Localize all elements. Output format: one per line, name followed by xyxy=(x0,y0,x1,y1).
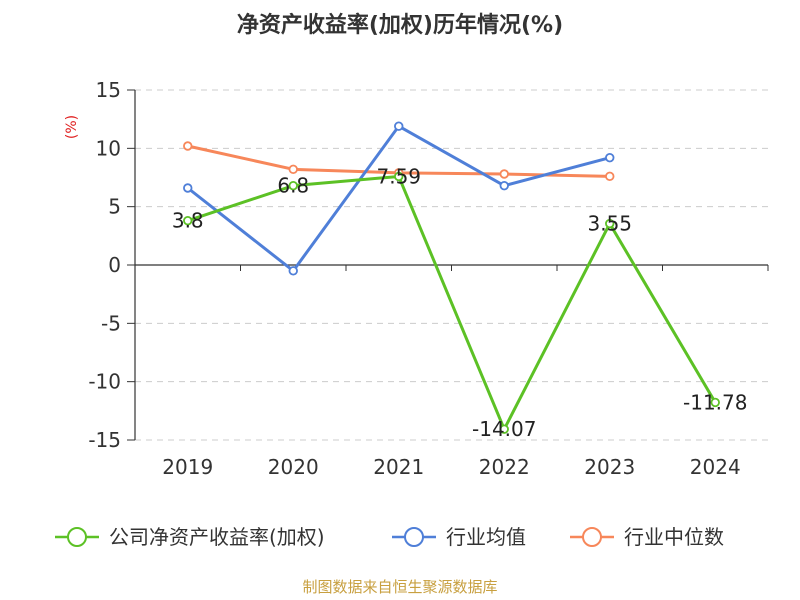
legend-label: 行业中位数 xyxy=(624,525,724,549)
data-point[interactable] xyxy=(499,180,509,191)
data-label: -14.07 xyxy=(472,417,536,441)
y-tick-label: -5 xyxy=(101,311,121,335)
data-label: 6.8 xyxy=(277,174,309,198)
data-point[interactable] xyxy=(183,215,193,226)
data-point[interactable] xyxy=(499,169,509,179)
y-tick-label: 0 xyxy=(108,253,121,277)
legend-label: 公司净资产收益率(加权) xyxy=(109,525,325,549)
series-line xyxy=(187,174,717,431)
y-axis-unit-label: (%) xyxy=(64,115,80,139)
data-point[interactable] xyxy=(288,180,298,191)
data-point[interactable] xyxy=(394,121,404,131)
axes: 15 10 5 0 -5 -10 -15 2019 2020 2021 2022 2023 2024 xyxy=(88,78,769,479)
data-point[interactable] xyxy=(288,164,298,175)
chart-title: 净资产收益率(加权)历年情况(%) xyxy=(237,12,563,38)
legend-label: 行业均值 xyxy=(446,525,526,549)
data-point[interactable] xyxy=(288,266,298,276)
data-point[interactable] xyxy=(183,183,193,193)
data-label: -11.78 xyxy=(683,390,747,414)
x-tick-label: 2024 xyxy=(690,455,741,479)
data-label: 3.8 xyxy=(172,209,204,233)
data-label: 7.59 xyxy=(376,164,421,188)
data-label: 3.55 xyxy=(587,212,632,236)
legend-marker-icon xyxy=(404,527,424,547)
y-tick-label: 5 xyxy=(108,195,121,219)
y-tick-label: 10 xyxy=(96,136,121,160)
y-tick-label: 15 xyxy=(96,78,121,102)
data-point[interactable] xyxy=(499,424,509,434)
legend-item[interactable]: 行业中位数 xyxy=(570,525,724,549)
legend[interactable]: 公司净资产收益率(加权) 行业均值 行业中位数 xyxy=(55,525,724,549)
legend-item[interactable]: 公司净资产收益率(加权) xyxy=(55,525,325,549)
legend-item[interactable]: 行业均值 xyxy=(392,525,526,549)
x-tick-label: 2019 xyxy=(162,455,213,479)
data-point[interactable] xyxy=(605,152,615,163)
x-tick-label: 2023 xyxy=(584,455,635,479)
data-source-note: 制图数据来自恒生聚源数据库 xyxy=(302,578,497,596)
data-point[interactable] xyxy=(605,171,615,182)
data-labels: 3.8 6.8 7.59 -14.07 3.55 -11.78 xyxy=(172,164,748,441)
data-point[interactable] xyxy=(710,397,720,408)
data-point[interactable] xyxy=(183,141,193,151)
y-tick-label: -15 xyxy=(88,428,121,452)
series-lines xyxy=(183,121,720,434)
x-tick-label: 2022 xyxy=(479,455,530,479)
x-tick-label: 2020 xyxy=(268,455,319,479)
y-tick-label: -10 xyxy=(88,370,121,394)
legend-marker-icon xyxy=(582,527,602,547)
data-point[interactable] xyxy=(394,171,404,182)
x-tick-label: 2021 xyxy=(373,455,424,479)
legend-marker-icon xyxy=(67,527,87,547)
data-point[interactable] xyxy=(605,218,615,229)
